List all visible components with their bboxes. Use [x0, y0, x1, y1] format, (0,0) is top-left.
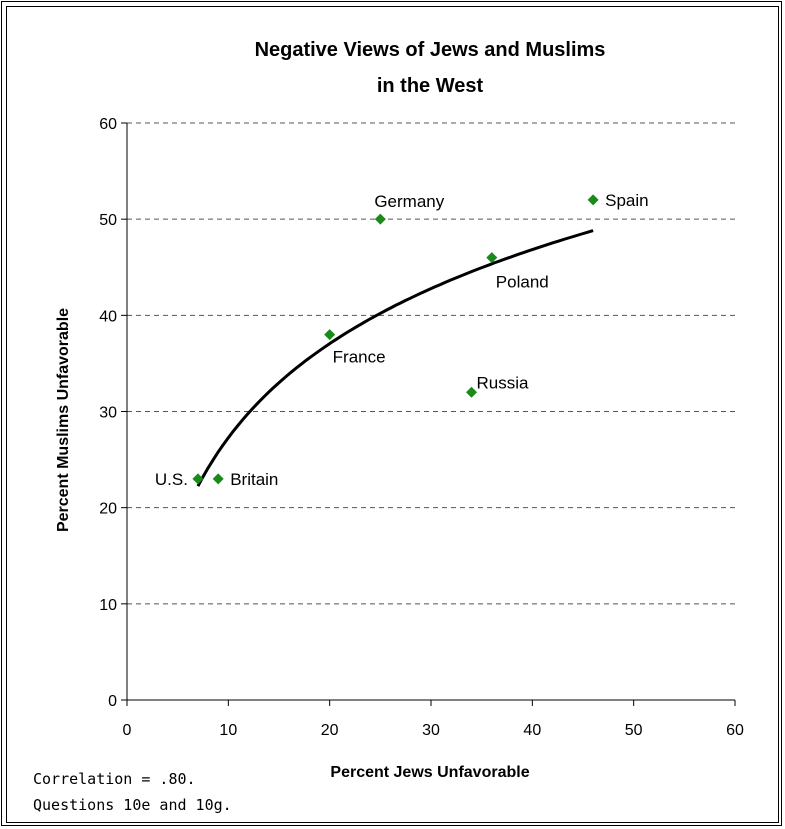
data-point-marker — [587, 194, 599, 206]
correlation-note: Correlation = .80. — [33, 770, 196, 788]
x-tick-label: 20 — [321, 722, 339, 739]
data-point-label: Germany — [374, 192, 444, 211]
y-tick-label: 40 — [99, 308, 117, 325]
data-points: U.S. Britain France Germany Russia Poland Spai… — [155, 191, 649, 489]
data-point-marker — [374, 213, 386, 225]
chart-title-line-2: in the West — [377, 75, 484, 97]
gridlines — [127, 122, 735, 605]
data-point-marker — [192, 473, 204, 485]
trendline — [196, 229, 594, 487]
questions-note: Questions 10e and 10g. — [33, 796, 232, 814]
y-tick-label: 0 — [108, 693, 117, 710]
y-tick-label: 20 — [99, 501, 117, 518]
y-axis-label: Percent Muslims Unfavorable — [55, 308, 72, 532]
x-tick-label: 60 — [726, 722, 744, 739]
x-tick-label: 30 — [422, 722, 440, 739]
data-point-label: Poland — [496, 273, 549, 292]
x-axis-label: Percent Jews Unfavorable — [330, 764, 529, 781]
x-tick-label: 40 — [523, 722, 541, 739]
y-tick-label: 60 — [99, 116, 117, 133]
axis-ticks: 0 10 20 30 40 50 60 0 10 20 30 40 50 60 — [99, 116, 744, 739]
data-point-marker — [324, 329, 336, 341]
data-point-label: France — [333, 348, 386, 367]
data-point-label: Spain — [605, 191, 648, 210]
y-tick-label: 30 — [99, 405, 117, 422]
x-tick-label: 50 — [625, 722, 643, 739]
data-point-label: U.S. — [155, 470, 188, 489]
data-point-marker — [486, 252, 498, 264]
y-tick-label: 50 — [99, 212, 117, 229]
y-tick-label: 10 — [99, 597, 117, 614]
data-point-label: Russia — [477, 373, 530, 392]
chart-title-line-1: Negative Views of Jews and Muslims — [255, 39, 606, 61]
data-point-label: Britain — [230, 470, 278, 489]
data-point-marker — [212, 473, 224, 485]
x-tick-label: 0 — [123, 722, 132, 739]
x-tick-label: 10 — [219, 722, 237, 739]
data-point-marker — [466, 386, 478, 398]
chart-frame-inner — [6, 6, 779, 823]
